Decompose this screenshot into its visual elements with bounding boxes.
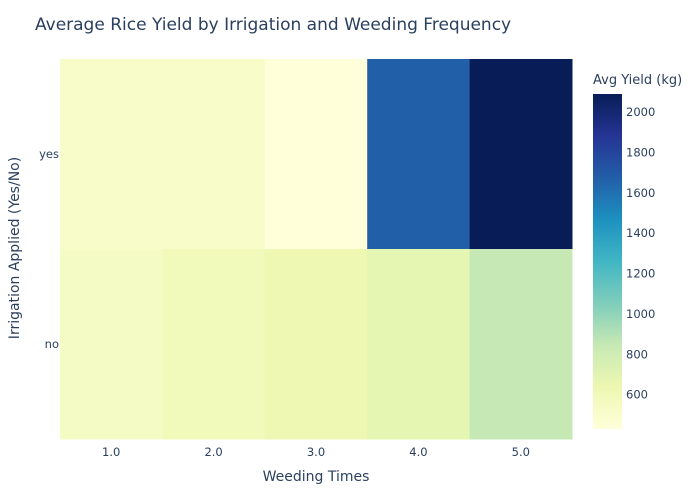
x-tick-label: 1.0 [102,445,120,459]
colorbar-title: Avg Yield (kg) [593,73,682,88]
y-axis-ticks: yes no [39,147,59,351]
heatmap-cell-yes-5.0 [469,59,573,250]
y-axis-title: Irrigation Applied (Yes/No) [7,157,23,339]
colorbar: Avg Yield (kg) 600 800 1000 1200 1400 1600 180… [593,73,682,429]
colorbar-tick-label: 1600 [626,186,655,200]
colorbar-tick-label: 1200 [626,267,655,281]
heatmap-cell-no-5.0 [469,249,573,440]
x-axis-title: Weeding Times [263,469,370,485]
heatmap-cell-no-3.0 [264,249,368,440]
heatmap-cell-yes-2.0 [162,59,266,250]
colorbar-ticks: 600 800 1000 1200 1400 1600 1800 2000 [626,105,655,402]
heatmap-cell-yes-4.0 [367,59,471,250]
colorbar-tick-label: 800 [626,347,648,361]
x-axis-ticks: 1.0 2.0 3.0 4.0 5.0 [102,445,530,459]
heatmap-cell-no-1.0 [60,249,163,440]
heatmap-cell-yes-1.0 [60,59,163,250]
colorbar-gradient [593,94,622,429]
heatmap-cell-no-2.0 [162,249,266,440]
y-tick-label: no [45,337,59,351]
colorbar-tick-label: 1400 [626,226,655,240]
x-tick-label: 4.0 [409,445,427,459]
colorbar-tick-label: 1000 [626,307,655,321]
x-tick-label: 3.0 [307,445,325,459]
x-tick-label: 5.0 [512,445,530,459]
heatmap-cell-no-4.0 [367,249,471,440]
colorbar-tick-label: 1800 [626,146,655,160]
colorbar-tick-label: 600 [626,388,648,402]
heatmap-cells [60,59,573,440]
x-tick-label: 2.0 [204,445,222,459]
chart-title: Average Rice Yield by Irrigation and Wee… [35,15,511,35]
heatmap-cell-yes-3.0 [264,59,368,250]
colorbar-tick-label: 2000 [626,105,655,119]
y-tick-label: yes [39,147,59,161]
